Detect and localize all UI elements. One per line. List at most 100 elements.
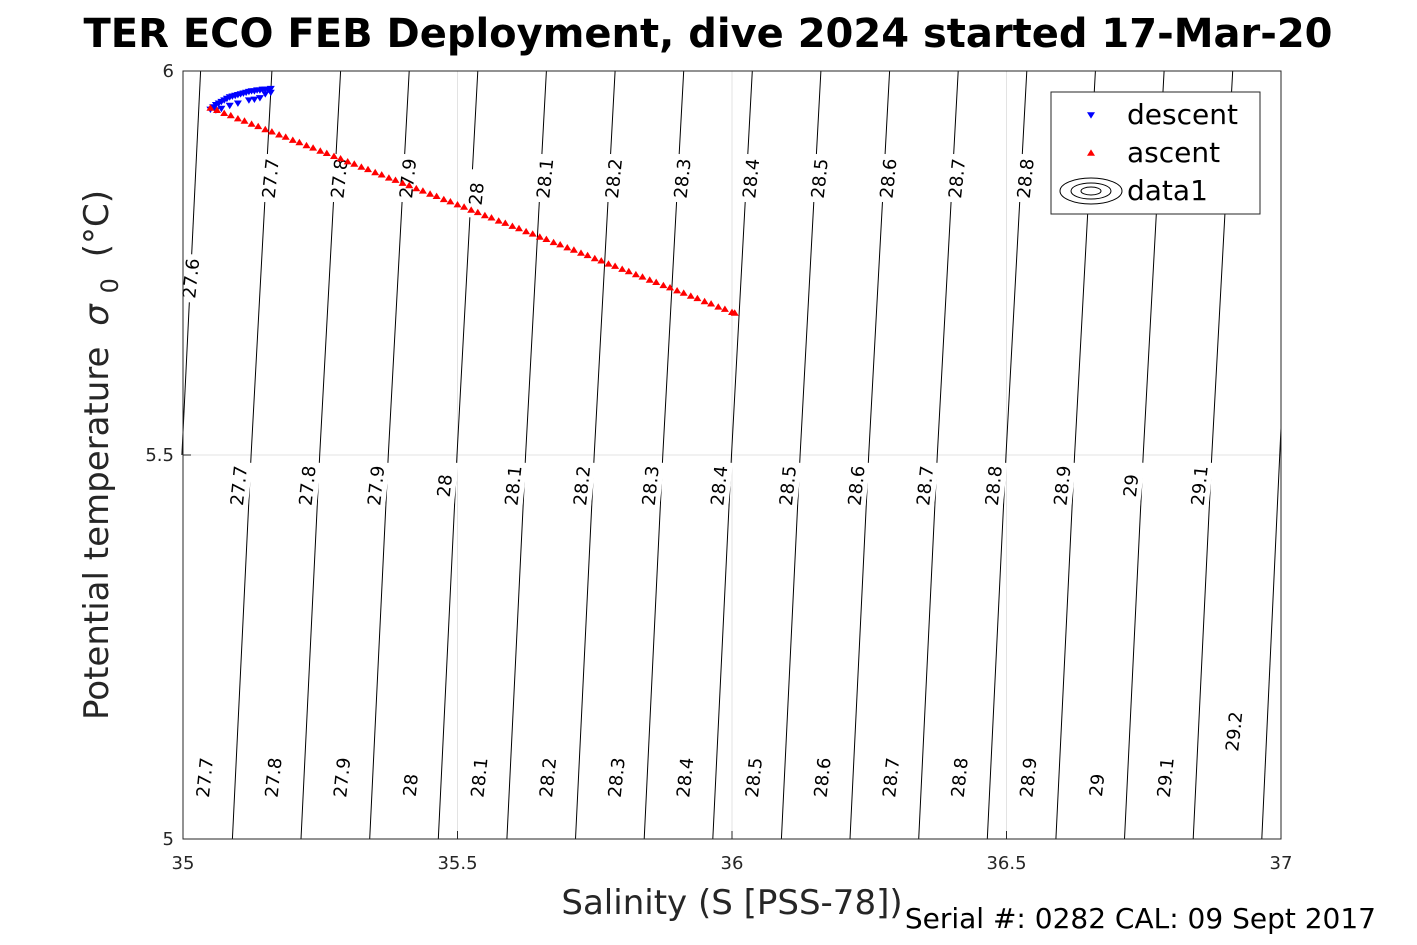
contour-label: 29.1 xyxy=(1152,752,1180,803)
ascent-point xyxy=(426,190,435,197)
contour-label-bg xyxy=(177,253,205,304)
ascent-point xyxy=(467,206,476,213)
ascent-point xyxy=(597,257,606,264)
y-axis-ticks: 55.56 xyxy=(145,61,191,850)
contour-label-bg xyxy=(774,460,802,511)
x-axis-ticks: 35 35.5 36 36.5 37 xyxy=(172,831,1292,874)
descent-point xyxy=(225,102,234,110)
ascent-point xyxy=(693,294,702,302)
contour-label-text: 29 xyxy=(1086,773,1109,798)
contour-label-text: 29 xyxy=(1120,473,1143,498)
ascent-point xyxy=(666,284,674,291)
contour-label: 29 xyxy=(1117,460,1145,511)
ascent-point xyxy=(213,106,221,113)
contour-label: 28.8 xyxy=(980,460,1008,511)
contour-label-text: 27.7 xyxy=(259,158,284,200)
contour-label-bg xyxy=(1015,752,1042,803)
contour-label-bg xyxy=(362,460,390,511)
contour-label-bg xyxy=(946,752,974,803)
ascent-point xyxy=(288,136,297,143)
contour-label: 28.9 xyxy=(1049,460,1076,511)
ascent-point xyxy=(343,158,352,165)
y-tick-label: 6 xyxy=(163,61,174,82)
ascent-point xyxy=(618,265,627,272)
contour-label-text: 27.9 xyxy=(364,465,389,507)
ascent-point xyxy=(247,120,256,127)
ascent-point xyxy=(405,181,414,189)
contour-label: 29 xyxy=(1083,760,1111,811)
contour-label-bg xyxy=(1012,153,1040,204)
descent-point xyxy=(244,97,253,104)
ascent-point xyxy=(206,104,215,111)
contour-label: 28.3 xyxy=(669,153,697,204)
contour-label-bg xyxy=(843,460,871,511)
ascent-point xyxy=(611,262,620,269)
descent-point xyxy=(233,100,242,107)
ascent-point xyxy=(645,276,654,283)
contour-label: 28 xyxy=(397,760,425,811)
contour-label-text: 28.1 xyxy=(533,158,558,200)
ascent-point xyxy=(508,222,517,229)
contour-label: 28.6 xyxy=(875,153,902,204)
contour-label-text: 27.7 xyxy=(227,465,252,507)
ascent-point xyxy=(549,238,558,246)
ascent-point xyxy=(473,208,482,216)
contour-label-text: 28.3 xyxy=(671,158,696,200)
ascent-point xyxy=(604,260,613,267)
contour-label: 27.9 xyxy=(362,460,390,511)
ascent-point xyxy=(480,211,489,219)
descent-point xyxy=(266,85,275,93)
contour-label-text: 28.5 xyxy=(776,465,801,507)
contour-label-bg xyxy=(463,168,491,219)
contour-label-bg xyxy=(294,460,322,511)
ascent-point xyxy=(254,122,263,130)
ascent-point xyxy=(364,165,372,173)
contour-label-bg xyxy=(328,752,356,803)
ascent-point xyxy=(350,160,359,167)
ascent-point xyxy=(522,227,531,235)
contour-label: 28.6 xyxy=(809,752,837,803)
x-tick-label: 36 xyxy=(721,853,744,874)
ascent-point xyxy=(275,131,284,138)
contour-label-text: 28.6 xyxy=(876,158,901,200)
contour-label-text: 28.6 xyxy=(845,465,870,507)
ascent-point xyxy=(316,147,325,154)
ascent-point xyxy=(652,278,661,285)
y-axis-label-sigma: σ xyxy=(77,303,117,326)
legend-contour-icon xyxy=(1059,177,1123,205)
contour-label: 27.9 xyxy=(394,153,422,204)
ascent-point xyxy=(577,249,585,256)
contour-label-bg xyxy=(531,153,559,204)
contour-label-bg xyxy=(637,460,665,511)
data-series xyxy=(206,85,739,316)
contour-label: 29.2 xyxy=(1220,706,1248,757)
ascent-point xyxy=(494,217,503,224)
contour-label: 27.7 xyxy=(225,460,253,511)
contour-label-text: 28.5 xyxy=(808,158,833,200)
ascent-point xyxy=(322,149,331,156)
y-axis-label-unit: (°C) xyxy=(77,190,117,257)
contour-label-bg xyxy=(1152,752,1180,803)
contour-label-bg xyxy=(1186,460,1214,511)
contour-label: 27.8 xyxy=(294,460,322,511)
ascent-point xyxy=(686,292,695,299)
contour-label: 28.2 xyxy=(568,460,596,511)
ascent-point xyxy=(535,233,544,240)
contour-label: 27.7 xyxy=(191,752,219,803)
contour-label-text: 28.4 xyxy=(707,465,732,507)
ascent-point xyxy=(590,254,599,262)
contour-label-bg xyxy=(466,752,493,803)
x-tick-label: 36.5 xyxy=(986,853,1026,874)
contour-label-text: 27.7 xyxy=(193,757,218,799)
contour-label-text: 28.5 xyxy=(742,757,767,799)
contour-label-text: 27.9 xyxy=(330,757,355,799)
contour-label-bg xyxy=(225,460,253,511)
ascent-point xyxy=(330,152,338,159)
contour-label-text: 28.7 xyxy=(879,757,904,799)
contour-label-bg xyxy=(1220,706,1248,757)
contour-label-bg xyxy=(669,153,697,204)
ascent-point xyxy=(240,117,249,124)
contour-label-bg xyxy=(568,460,596,511)
legend-box xyxy=(1050,91,1261,215)
contour-label: 28.7 xyxy=(943,153,971,204)
